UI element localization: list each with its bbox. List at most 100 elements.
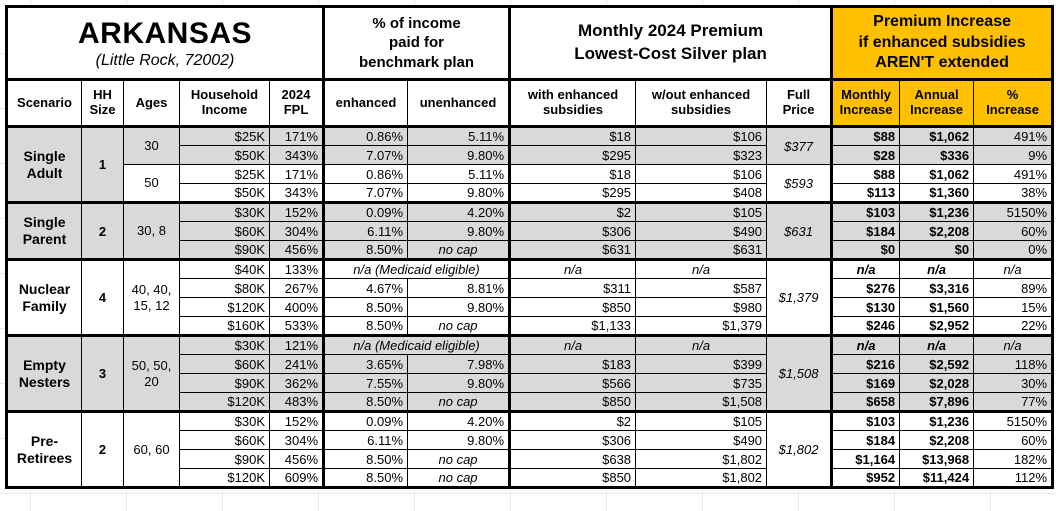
col-header-enhanced: enhanced <box>322 79 409 128</box>
table-row: Nuclear Family 4 40, 40, 15, 12 $40K 133… <box>6 258 1054 336</box>
enhanced-pct-cell: 7.07% <box>322 183 409 203</box>
enhanced-pct-cell: 0.86% <box>322 164 409 184</box>
enhanced-pct-cell: 8.50% <box>322 297 409 317</box>
fpl-cell: 304% <box>268 221 325 241</box>
table-row: $50K 343% 7.07% 9.80% $295 $408 $113 $1,… <box>7 183 1054 203</box>
pct-increase-cell: 118% <box>973 354 1054 374</box>
full-price-cell: $1,508 <box>766 334 833 412</box>
monthly-increase-cell: $1,164 <box>830 449 901 469</box>
income-cell: $60K <box>179 430 270 450</box>
pct-increase-cell: 22% <box>973 316 1054 336</box>
monthly-increase-cell: $184 <box>830 430 901 450</box>
annual-increase-cell: $2,208 <box>899 430 975 450</box>
enhanced-pct-cell: 3.65% <box>322 354 409 374</box>
fpl-cell: 400% <box>268 297 325 317</box>
income-pct-group-header: % of income paid for benchmark plan <box>322 6 511 81</box>
scenario-cell: Nuclear Family <box>6 258 82 336</box>
unenhanced-pct-cell: 4.20% <box>407 410 511 431</box>
pct-increase-cell: 38% <box>973 183 1054 203</box>
pct-increase-cell: 9% <box>973 145 1054 165</box>
unenhanced-pct-cell: 9.80% <box>407 221 511 241</box>
income-cell: $60K <box>179 354 270 374</box>
with-subsidies-cell: $183 <box>508 354 637 374</box>
unenhanced-pct-cell: no cap <box>407 240 511 260</box>
title-row: ARKANSAS (Little Rock, 72002) % of incom… <box>5 6 1054 81</box>
annual-increase-cell: $2,952 <box>899 316 975 336</box>
table-row: $120K 609% 8.50% no cap $850 $1,802 $952… <box>7 468 1054 488</box>
annual-increase-cell: $1,236 <box>899 410 975 431</box>
ages-cell: 40, 40, 15, 12 <box>123 258 180 336</box>
with-subsidies-cell: $311 <box>508 278 637 298</box>
enhanced-pct-cell: 6.11% <box>322 221 409 241</box>
monthly-increase-cell: $113 <box>830 183 901 203</box>
monthly-increase-cell: $0 <box>830 240 901 260</box>
state-title-cell: ARKANSAS (Little Rock, 72002) <box>5 6 325 81</box>
monthly-increase-cell: $658 <box>830 392 901 412</box>
fpl-cell: 267% <box>268 278 325 298</box>
unenhanced-pct-cell: 9.80% <box>407 297 511 317</box>
pct-increase-cell: 89% <box>973 278 1054 298</box>
monthly-increase-cell: n/a <box>830 258 901 279</box>
col-header-annual-increase: Annual Increase <box>899 79 975 128</box>
unenhanced-pct-cell: no cap <box>407 468 511 488</box>
fpl-cell: 456% <box>268 449 325 469</box>
hh-size-cell: 2 <box>81 410 124 488</box>
annual-increase-cell: $0 <box>899 240 975 260</box>
ages-cell: 60, 60 <box>123 410 180 488</box>
annual-increase-cell: $13,968 <box>899 449 975 469</box>
with-subsidies-cell: $2 <box>508 410 637 431</box>
without-subsidies-cell: $980 <box>635 297 768 317</box>
unenhanced-pct-cell: 4.20% <box>407 201 511 222</box>
fpl-cell: 609% <box>268 468 325 488</box>
medicaid-na-cell: n/a (Medicaid eligible) <box>322 334 511 355</box>
income-cell: $25K <box>179 164 270 184</box>
table-row: $160K 533% 8.50% no cap $1,133 $1,379 $2… <box>7 316 1054 336</box>
without-subsidies-cell: $1,802 <box>635 468 768 488</box>
hh-size-cell: 2 <box>81 201 124 260</box>
hh-size-cell: 1 <box>81 125 124 203</box>
without-subsidies-cell: $490 <box>635 430 768 450</box>
fpl-cell: 456% <box>268 240 325 260</box>
monthly-increase-cell: $276 <box>830 278 901 298</box>
annual-increase-cell: $7,896 <box>899 392 975 412</box>
income-cell: $90K <box>179 240 270 260</box>
table-row: 50 $25K 171% 0.86% 5.11% $18 $106 $593 $… <box>7 164 1054 203</box>
table-row: $90K 456% 8.50% no cap $638 $1,802 $1,16… <box>7 449 1054 469</box>
col-header-full-price: Full Price <box>766 79 833 128</box>
col-header-fpl: 2024 FPL <box>268 79 325 128</box>
with-subsidies-cell: $566 <box>508 373 637 393</box>
monthly-increase-cell: $130 <box>830 297 901 317</box>
unenhanced-pct-cell: 9.80% <box>407 373 511 393</box>
enhanced-pct-cell: 0.09% <box>322 410 409 431</box>
page: ARKANSAS (Little Rock, 72002) % of incom… <box>5 5 1055 489</box>
with-subsidies-cell: $638 <box>508 449 637 469</box>
monthly-increase-cell: $103 <box>830 201 901 222</box>
col-header-monthly-increase: Monthly Increase <box>830 79 901 128</box>
with-subsidies-cell: $295 <box>508 183 637 203</box>
income-cell: $30K <box>179 201 270 222</box>
unenhanced-pct-cell: 5.11% <box>407 125 511 146</box>
scenario-cell: Empty Nesters <box>6 334 82 412</box>
with-subsidies-cell: $850 <box>508 468 637 488</box>
income-cell: $25K <box>179 125 270 146</box>
annual-increase-cell: $11,424 <box>899 468 975 488</box>
pct-increase-cell: n/a <box>973 334 1054 355</box>
without-subsidies-cell: $1,508 <box>635 392 768 412</box>
without-subsidies-cell: n/a <box>635 334 768 355</box>
pct-increase-cell: 112% <box>973 468 1054 488</box>
table-row: $90K 362% 7.55% 9.80% $566 $735 $169 $2,… <box>7 373 1054 393</box>
without-subsidies-cell: $631 <box>635 240 768 260</box>
monthly-increase-cell: $88 <box>830 164 901 184</box>
income-cell: $120K <box>179 297 270 317</box>
pct-increase-cell: 182% <box>973 449 1054 469</box>
col-header-hh-size: HH Size <box>81 79 124 128</box>
enhanced-pct-cell: 7.07% <box>322 145 409 165</box>
fpl-cell: 121% <box>268 334 325 355</box>
pct-increase-cell: 30% <box>973 373 1054 393</box>
annual-increase-cell: $1,062 <box>899 164 975 184</box>
monthly-increase-cell: $88 <box>830 125 901 146</box>
monthly-increase-cell: $28 <box>830 145 901 165</box>
with-subsidies-cell: n/a <box>508 258 637 279</box>
ages-cell: 50, 50, 20 <box>123 334 180 412</box>
pct-increase-cell: 15% <box>973 297 1054 317</box>
